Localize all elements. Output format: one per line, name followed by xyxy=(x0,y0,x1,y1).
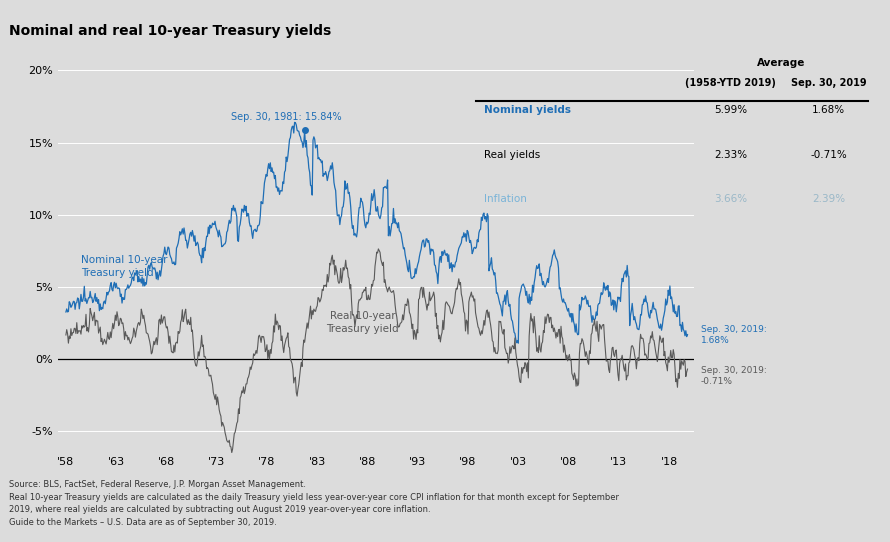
Text: Sep. 30, 1981: 15.84%: Sep. 30, 1981: 15.84% xyxy=(231,112,342,122)
Text: Real yields: Real yields xyxy=(484,150,540,159)
Text: 2.33%: 2.33% xyxy=(714,150,748,159)
Text: Inflation: Inflation xyxy=(484,194,527,204)
Text: Real 10-year
Treasury yield: Real 10-year Treasury yield xyxy=(326,311,399,334)
Text: Source: BLS, FactSet, Federal Reserve, J.P. Morgan Asset Management.
Real 10-yea: Source: BLS, FactSet, Federal Reserve, J… xyxy=(9,480,619,527)
Text: (1958-YTD 2019): (1958-YTD 2019) xyxy=(685,78,776,88)
Text: 5.99%: 5.99% xyxy=(714,105,748,115)
Text: Nominal and real 10-year Treasury yields: Nominal and real 10-year Treasury yields xyxy=(9,24,331,38)
Text: -0.71%: -0.71% xyxy=(810,150,847,159)
Text: 2.39%: 2.39% xyxy=(812,194,846,204)
Text: 3.66%: 3.66% xyxy=(714,194,748,204)
Text: Sep. 30, 2019:
1.68%: Sep. 30, 2019: 1.68% xyxy=(700,325,766,345)
Text: Sep. 30, 2019:
-0.71%: Sep. 30, 2019: -0.71% xyxy=(700,366,766,386)
Text: Nominal 10-year
Treasury yield: Nominal 10-year Treasury yield xyxy=(81,255,167,278)
Text: Nominal yields: Nominal yields xyxy=(484,105,571,115)
Text: Average: Average xyxy=(757,59,805,68)
Text: Sep. 30, 2019: Sep. 30, 2019 xyxy=(791,78,866,88)
Text: 1.68%: 1.68% xyxy=(812,105,846,115)
